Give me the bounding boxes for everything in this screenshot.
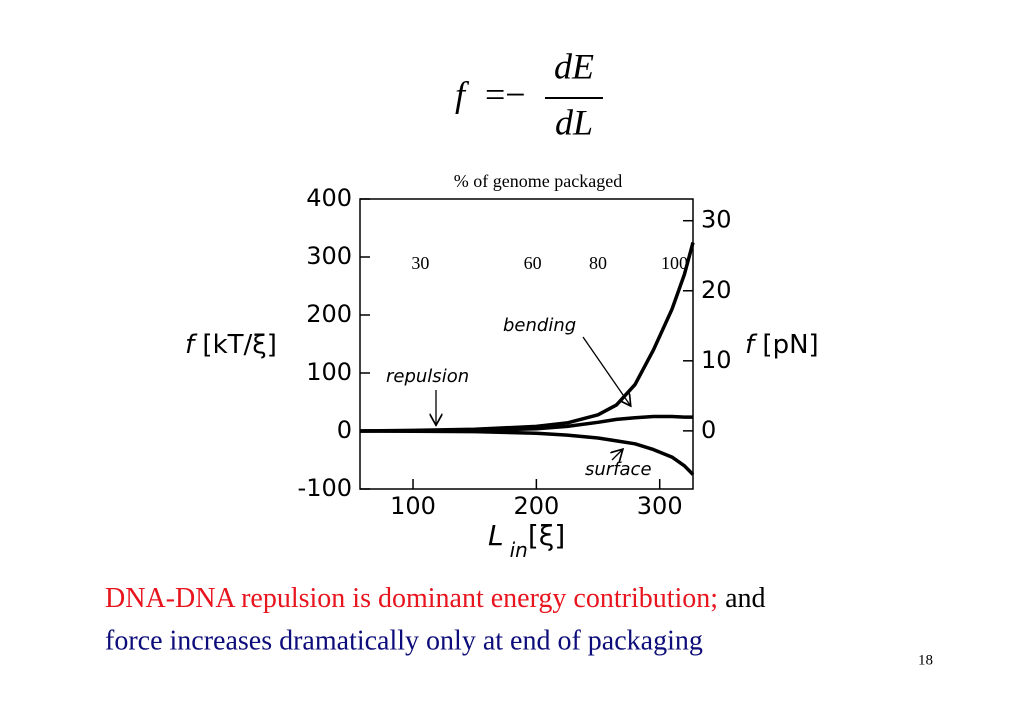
y2-label-unit: [pN] (762, 330, 818, 360)
x2-tick-label: 30 (411, 253, 429, 273)
plot-frame (359, 198, 694, 490)
x-label-sub: in (510, 538, 528, 562)
x2-tick-label: 80 (589, 253, 607, 273)
annotation: bending (503, 315, 576, 336)
formula-f: f (455, 74, 470, 114)
x-tick-label: 300 (637, 492, 683, 520)
formula-den: dL (555, 102, 593, 142)
x-tick-label: 200 (513, 492, 559, 520)
formula-num: dE (554, 46, 594, 86)
x-tick-label: 100 (390, 492, 436, 520)
y-label-main: f (185, 330, 198, 360)
caption-black: and (725, 583, 765, 614)
caption: DNA-DNA repulsion is dominant energy con… (105, 583, 766, 656)
annotation: repulsion (386, 366, 469, 387)
caption-line-1: DNA-DNA repulsion is dominant energy con… (105, 583, 766, 614)
annotations: repulsion bending surface (386, 315, 652, 480)
page-number: 18 (918, 652, 933, 668)
y-tick-label: 300 (306, 242, 352, 270)
x2-tick-label: 60 (524, 253, 542, 273)
formula: f =− dE dL (455, 46, 603, 142)
x-label-main: L (488, 519, 504, 552)
caption-red: DNA-DNA repulsion is dominant energy con… (105, 583, 718, 614)
data-line (359, 429, 695, 476)
y2-label-main: f (745, 330, 758, 360)
x-label-unit: [ξ] (528, 519, 565, 552)
y2-tick-label: 30 (701, 206, 732, 234)
arrow (612, 450, 622, 460)
y2-tick-label: 10 (701, 346, 732, 374)
y2-tick-label: 0 (701, 416, 716, 444)
y-tick-label: -100 (298, 474, 352, 502)
caption-line-2: force increases dramatically only at end… (105, 625, 703, 656)
y-label-unit: [kT/ξ] (202, 330, 276, 360)
y2-tick-label: 20 (701, 276, 732, 304)
y2-axis-label: f [pN] (745, 330, 819, 360)
y-tick-label: 200 (306, 300, 352, 328)
x2-tick-label: 100 (661, 253, 688, 273)
y-axis-label: f [kT/ξ] (185, 330, 277, 360)
y-tick-label: 0 (337, 416, 352, 444)
top-axis-title: % of genome packaged (454, 171, 622, 191)
arrow (582, 336, 630, 405)
formula-eq: =− (485, 74, 526, 114)
y-tick-label: 100 (306, 358, 352, 386)
y-tick-label: 400 (306, 184, 352, 212)
annotation: surface (585, 459, 652, 480)
